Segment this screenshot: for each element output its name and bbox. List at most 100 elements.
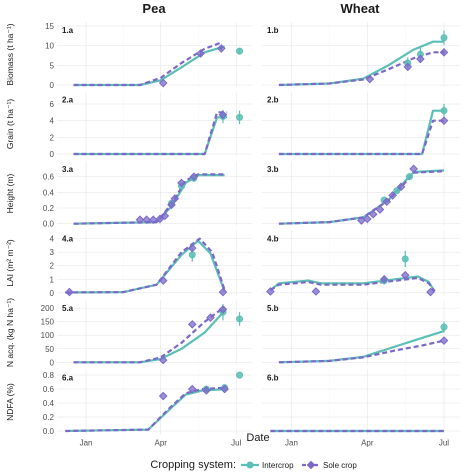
sole-crop-line (65, 237, 226, 294)
sole-crop-line (278, 119, 444, 156)
sole-crop-point (202, 386, 211, 395)
sole-crop-point (388, 191, 397, 200)
intercrop-point (440, 107, 448, 115)
intercrop-line (278, 109, 444, 156)
panel-tag: 3.a (62, 165, 74, 174)
sole-crop-point (363, 214, 372, 224)
sole-crop-point (142, 215, 151, 225)
y-tick-label: 3 (50, 248, 55, 257)
panel-1.a: 0 5 10 15 1.a (45, 22, 252, 90)
panel-tag: 2.b (267, 96, 279, 105)
sole-crop-point (187, 320, 197, 329)
panel-tag: 6.a (62, 374, 74, 383)
panel-4.a: 0 1 2 3 4 4.a (50, 230, 252, 298)
intercrop-point (236, 113, 244, 121)
panel-background (57, 91, 252, 157)
x-tick-label: Jan (285, 439, 298, 448)
sole-crop-point (311, 287, 321, 296)
sole-crop-point (189, 172, 199, 181)
panel-tag: 4.a (62, 235, 74, 244)
panel-background (57, 161, 252, 226)
y-tick-label: 4 (50, 117, 55, 126)
panel-6.a: 0.0 0.2 0.4 0.6 0.8 6.a (43, 369, 252, 436)
legend: Cropping system: Intercrop Sole crop (150, 459, 357, 471)
y-tick-label: 5 (50, 61, 55, 70)
sole-crop-point (158, 276, 168, 285)
y-tick-label: 15 (45, 22, 54, 31)
sole-crop-point (167, 200, 176, 210)
y-tick-label: 0.6 (43, 385, 55, 394)
legend-sole-crop-marker (306, 460, 316, 470)
panel-tag: 4.b (267, 235, 279, 244)
sole-crop-line (73, 173, 225, 225)
intercrop-point (405, 173, 413, 181)
intercrop-point (440, 323, 448, 331)
y-axis-label-row-3: Height (m) (5, 174, 15, 214)
panel-1.b: 1.b (262, 22, 460, 87)
legend-intercrop-marker (246, 461, 254, 469)
panel-background (262, 300, 460, 365)
x-tick-label: Jul (439, 439, 449, 448)
y-tick-label: 0.0 (43, 427, 55, 436)
y-tick-label: 0.6 (43, 173, 55, 182)
sole-crop-point (160, 211, 170, 221)
panel-2.a: 0 2 4 6 2.a (50, 91, 252, 159)
sole-crop-point (379, 274, 389, 284)
panel-5.a: 0 50 100 150 200 5.a (41, 300, 252, 367)
y-axis-label-row-4: LAI (m² m⁻²) (5, 239, 15, 287)
y-tick-label: 10 (45, 42, 54, 51)
panel-tag: 1.b (267, 26, 279, 35)
y-tick-label: 4 (50, 235, 55, 244)
sole-crop-point (409, 164, 418, 174)
panel-tag: 3.b (267, 165, 279, 174)
sole-crop-point (218, 305, 228, 314)
intercrop-line (269, 275, 436, 292)
panel-tag: 2.a (62, 96, 74, 105)
panel-tag: 6.b (267, 374, 279, 383)
y-tick-label: 0 (50, 150, 55, 159)
sole-crop-point (439, 336, 449, 345)
y-tick-label: 2 (50, 133, 55, 142)
intercrop-point (236, 371, 244, 379)
sole-crop-line (269, 276, 436, 293)
panel-background (262, 91, 460, 157)
intercrop-point (440, 34, 448, 42)
y-tick-label: 2 (50, 262, 55, 271)
sole-crop-point (396, 182, 406, 192)
sole-crop-point (375, 205, 385, 214)
x-axis-label: Date (246, 432, 269, 444)
sole-crop-point (426, 287, 435, 297)
panel-tag: 5.a (62, 304, 74, 313)
y-tick-label: 0.2 (43, 413, 55, 422)
sole-crop-point (439, 48, 449, 57)
intercrop-point (236, 315, 244, 323)
panel-3.b: 3.b (262, 161, 460, 226)
sole-crop-point (266, 287, 275, 296)
sole-crop-line (73, 41, 222, 87)
x-tick-label: Apr (154, 439, 167, 448)
intercrop-line (73, 310, 226, 364)
sole-crop-point (218, 287, 228, 297)
sole-crop-point (218, 110, 228, 120)
panel-tag: 1.a (62, 26, 74, 35)
y-tick-label: 0.4 (43, 188, 55, 197)
sole-crop-point (158, 391, 168, 401)
column-title-pea: Pea (142, 1, 166, 16)
panel-2.b: 2.b (262, 91, 460, 157)
y-tick-label: 50 (45, 345, 54, 354)
panel-6.b: 6.b (262, 369, 460, 435)
y-tick-label: 0.4 (43, 399, 55, 408)
y-tick-label: 0 (50, 289, 55, 298)
intercrop-point (393, 187, 401, 195)
panel-3.a: 0.0 0.2 0.4 0.6 3.a (43, 161, 252, 229)
panel-5.b: 5.b (262, 300, 460, 365)
sole-crop-point (196, 49, 205, 58)
y-axis-label-row-6: NDFA (%) (5, 383, 15, 421)
sole-crop-point (368, 209, 378, 219)
sole-crop-point (170, 194, 180, 203)
legend-sole-crop-label: Sole crop (323, 461, 357, 470)
panel-background (57, 22, 252, 87)
panel-tag: 5.b (267, 304, 279, 313)
sole-crop-point (206, 313, 215, 322)
y-tick-label: 0.2 (43, 204, 55, 213)
